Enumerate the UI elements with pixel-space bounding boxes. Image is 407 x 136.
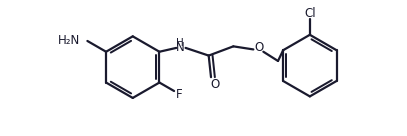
Text: O: O	[210, 78, 219, 91]
Text: H: H	[176, 38, 184, 48]
Text: N: N	[176, 41, 185, 54]
Text: Cl: Cl	[304, 7, 316, 20]
Text: O: O	[254, 41, 263, 54]
Text: H₂N: H₂N	[57, 34, 80, 47]
Text: F: F	[176, 88, 182, 101]
